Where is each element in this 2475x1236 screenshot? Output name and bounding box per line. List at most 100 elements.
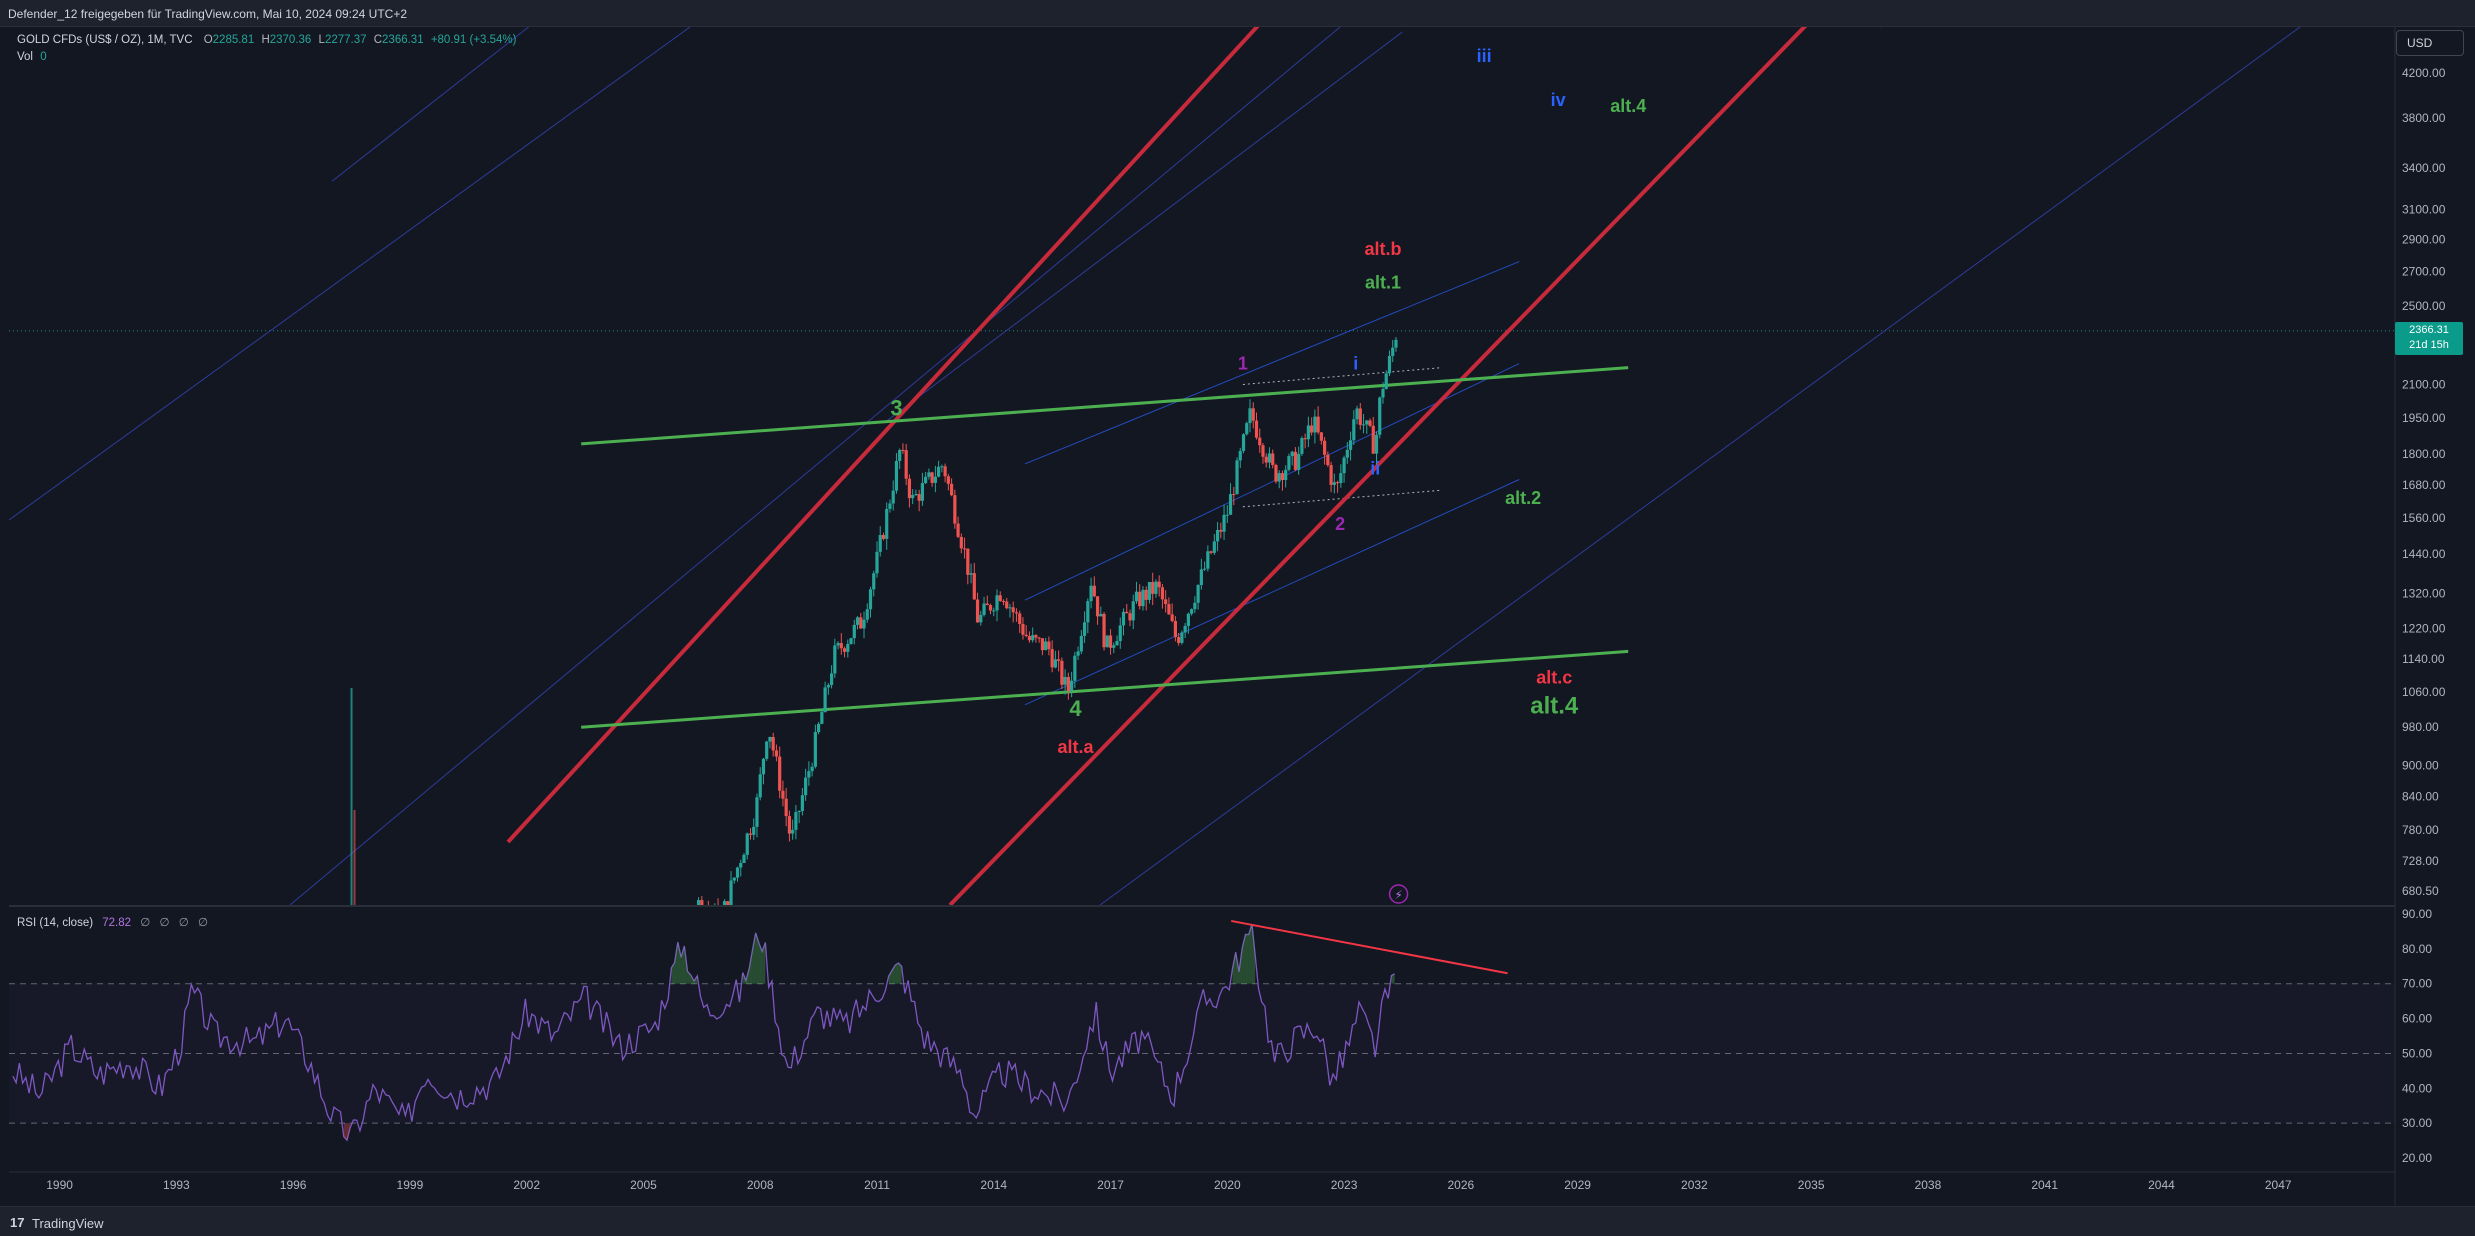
candle	[1300, 436, 1304, 456]
candle-body	[875, 551, 879, 574]
rsi-overbought-fill	[674, 942, 678, 984]
candle-body	[1381, 389, 1385, 398]
candle	[1361, 413, 1366, 434]
currency-button[interactable]: USD	[2396, 30, 2464, 56]
tradingview-brand[interactable]: TradingView	[32, 1216, 104, 1231]
candle-body	[1186, 613, 1190, 626]
candle	[1160, 583, 1165, 609]
candle-body	[794, 812, 798, 830]
candle	[755, 793, 759, 838]
rsi-overbought-fill	[677, 942, 682, 984]
candle	[1228, 483, 1233, 515]
candle-body	[1287, 456, 1291, 470]
candle-body	[1079, 635, 1083, 652]
candle	[1378, 396, 1382, 439]
candle-body	[849, 638, 853, 644]
candle	[745, 832, 749, 860]
candle-body	[1128, 613, 1132, 621]
candle-body	[985, 603, 989, 606]
channel-line-2	[289, 27, 1341, 905]
candle-body	[742, 854, 746, 864]
price-tick-label: 780.00	[2402, 823, 2439, 837]
channel-line-4	[1880, 27, 1882, 28]
candle-body	[823, 687, 827, 713]
time-tick-label: 2005	[630, 1178, 657, 1192]
candle-body	[691, 946, 694, 947]
candle	[1138, 584, 1142, 610]
time-tick-label: 2020	[1214, 1178, 1241, 1192]
candle	[972, 563, 976, 600]
symbol-legend[interactable]: GOLD CFDs (US$ / OZ), 1M, TVC O2285.81 H…	[17, 34, 516, 46]
candle	[868, 586, 873, 618]
candle-body	[1157, 581, 1161, 588]
rsi-legend[interactable]: RSI (14, close) 72.82 ∅ ∅ ∅ ∅	[17, 915, 208, 929]
candle	[613, 1127, 616, 1149]
candle-body	[907, 478, 912, 499]
candle-body	[930, 472, 934, 483]
rsi-overbought-fill	[898, 962, 902, 984]
candle-body	[804, 777, 808, 796]
candle	[1306, 416, 1310, 448]
candle-body	[937, 466, 941, 477]
candle-body	[898, 450, 902, 461]
candle	[696, 897, 701, 905]
candle	[1254, 412, 1259, 440]
candle-body	[894, 460, 899, 491]
candle	[778, 746, 782, 799]
candle	[1183, 622, 1187, 639]
candle	[959, 533, 963, 554]
candle-body	[888, 503, 892, 509]
candle	[1287, 453, 1291, 472]
candle-body	[696, 900, 701, 905]
candle-body	[1358, 408, 1362, 425]
candle	[1131, 594, 1135, 630]
candle-body	[758, 774, 762, 798]
candle-body	[771, 736, 775, 751]
volume-value: 0	[40, 51, 47, 63]
candle	[813, 724, 817, 769]
volume-legend[interactable]: Vol 0	[17, 51, 47, 63]
rsi-overbought-fill	[895, 962, 899, 984]
candle-body	[716, 906, 719, 925]
rsi-oversold-fill	[346, 1123, 351, 1141]
micro-channel-lower	[1242, 489, 1442, 508]
candle-body	[1108, 635, 1113, 648]
candle-body	[1047, 641, 1051, 650]
lightning-icon: ⚡	[1394, 888, 1402, 902]
last-price-value: 2366.31	[2409, 324, 2449, 336]
candle	[875, 541, 879, 578]
candle	[911, 489, 915, 505]
candle-body	[768, 736, 772, 742]
candle	[1245, 421, 1249, 436]
rsi-overbought-fill	[1245, 934, 1249, 984]
candle-body	[927, 472, 931, 477]
time-tick-label: 2011	[864, 1178, 890, 1192]
wave-label: 1	[1238, 354, 1248, 374]
candle	[1339, 464, 1343, 488]
candle	[1186, 612, 1190, 634]
candle	[603, 1130, 606, 1138]
candle	[1050, 640, 1054, 673]
tradingview-logo-icon[interactable]: 17	[10, 1215, 25, 1230]
candle-body	[700, 900, 704, 905]
candle	[739, 859, 743, 877]
candle	[1274, 463, 1278, 484]
candle-body	[1014, 612, 1019, 614]
candle-body	[732, 877, 736, 881]
candle-body	[839, 643, 843, 649]
candle	[710, 911, 713, 923]
candle	[1066, 672, 1070, 700]
candle-body	[1241, 434, 1246, 451]
wave-label: 2	[1335, 514, 1345, 534]
candle-body	[1115, 640, 1119, 646]
price-tick-label: 728.00	[2402, 854, 2439, 868]
candle	[1313, 409, 1317, 444]
wave-label: iv	[1551, 90, 1566, 110]
candle-body	[781, 790, 785, 799]
candle	[1219, 522, 1223, 539]
candle-body	[1063, 676, 1067, 685]
candle	[962, 537, 967, 559]
candle-body	[1180, 632, 1184, 643]
candle-body	[911, 494, 915, 499]
